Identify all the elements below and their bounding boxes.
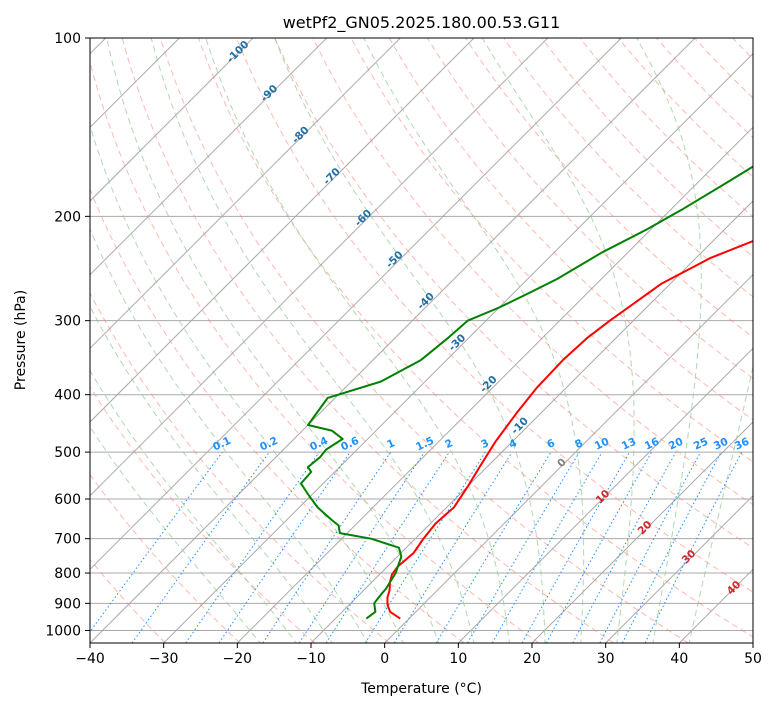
y-tick-label: 900 — [54, 596, 81, 612]
dry-adiabat — [388, 38, 753, 421]
axis-ticks: −40 −30 −20 −10 0 10 20 30 40 50 100 200 300 400 500 60… — [45, 31, 762, 667]
thermodynamic-background — [90, 38, 753, 643]
y-tick-label: 200 — [54, 209, 81, 225]
dry-adiabat — [90, 60, 540, 643]
mixing-ratio-line — [185, 451, 320, 643]
dry-adiabat — [503, 38, 753, 298]
dry-adiabat — [312, 38, 753, 506]
dewpoint-profile-line — [300, 165, 753, 620]
moist-adiabat — [481, 38, 635, 643]
isotherm-line — [90, 38, 696, 643]
mixing-ratio-label: 3 — [479, 437, 491, 451]
isotherm-line — [236, 126, 753, 643]
x-tick-label: 40 — [670, 651, 688, 667]
mixing-ratio-line — [435, 451, 552, 643]
mixing-ratio-line — [218, 451, 351, 643]
mixing-ratio-label: 2 — [443, 437, 455, 451]
isotherm-line — [163, 52, 753, 643]
dry-adiabat — [90, 187, 465, 643]
moist-adiabat — [106, 38, 440, 643]
y-axis-title: Pressure (hPa) — [13, 290, 29, 390]
x-tick-label: 0 — [380, 651, 389, 667]
x-tick-label: −40 — [75, 651, 105, 667]
chart-title: wetPf2_GN05.2025.180.00.53.G11 — [283, 13, 561, 33]
dry-adiabat — [274, 38, 753, 549]
x-tick-label: 20 — [523, 651, 541, 667]
mixing-ratio-line — [521, 451, 630, 643]
moist-adiabat — [688, 364, 753, 643]
y-tick-label: 300 — [54, 314, 81, 330]
mixing-ratio-label: 8 — [573, 437, 585, 451]
mixing-ratio-label: 4 — [507, 437, 519, 451]
profile-series — [300, 165, 753, 620]
mixing-ratio-line — [572, 451, 677, 643]
mixing-ratio-line — [131, 451, 270, 643]
mixing-ratio-label: 10 — [593, 436, 611, 453]
isotherm-line — [90, 38, 475, 423]
x-tick-label: −30 — [149, 651, 179, 667]
mixing-ratio-line — [325, 451, 450, 643]
mixing-ratio-label: 16 — [643, 436, 661, 453]
y-tick-label: 400 — [54, 388, 81, 404]
mixing-ratio-line — [491, 451, 603, 643]
mixing-ratio-line — [467, 451, 580, 643]
dry-adiabat — [159, 38, 689, 643]
mixing-ratio-label: 20 — [667, 436, 685, 453]
mixing-ratio-label: 36 — [733, 436, 751, 453]
plot-area — [90, 38, 753, 643]
isotherm-line — [90, 38, 622, 571]
plot-frame — [89, 37, 754, 644]
mixing-ratio-line — [393, 451, 513, 643]
isotherm-line — [531, 421, 753, 643]
mixing-ratio-label: 6 — [545, 437, 557, 451]
dry-adiabat — [90, 292, 390, 643]
mixing-ratio-line — [90, 451, 223, 633]
dry-adiabat — [121, 38, 614, 643]
isotherm-line — [90, 38, 549, 497]
y-tick-label: 100 — [54, 31, 81, 47]
mixing-ratio-label: 13 — [620, 436, 638, 453]
mixing-ratio-label: 30 — [712, 436, 730, 453]
moist-adiabat — [205, 38, 510, 643]
x-tick-label: 30 — [597, 651, 615, 667]
x-axis-title: Temperature (°C) — [360, 681, 482, 697]
dry-adiabat — [198, 38, 753, 638]
moist-adiabat — [90, 305, 333, 643]
y-tick-label: 800 — [54, 566, 81, 582]
isotherm-line — [90, 38, 254, 202]
mixing-ratio-label: 1 — [385, 437, 397, 451]
mixing-ratio-line — [364, 451, 486, 643]
x-tick-label: 50 — [744, 651, 762, 667]
isotherm-line — [90, 38, 328, 276]
y-tick-label: 600 — [54, 492, 81, 508]
y-tick-label: 500 — [54, 445, 81, 461]
x-tick-label: −10 — [296, 651, 326, 667]
y-tick-label: 700 — [54, 532, 81, 548]
moist-adiabat — [90, 425, 261, 643]
mixing-ratio-line — [545, 451, 653, 643]
y-tick-label: 1000 — [45, 623, 81, 639]
mixing-ratio-label: 25 — [692, 436, 710, 453]
moist-adiabat — [90, 227, 369, 643]
dry-adiabat — [617, 38, 753, 178]
x-tick-label: −20 — [223, 651, 253, 667]
isotherm-line — [384, 273, 753, 643]
isotherm-line — [605, 494, 753, 643]
moist-adiabat — [636, 38, 702, 643]
isotherm-line — [90, 38, 401, 350]
moist-adiabat — [90, 369, 297, 643]
moist-adiabat — [150, 38, 475, 643]
dry-adiabat — [236, 38, 753, 593]
dry-adiabat — [426, 38, 753, 379]
moist-adiabat — [363, 38, 585, 643]
dry-adiabat — [90, 385, 316, 643]
isotherm-line — [310, 200, 753, 643]
isotherm-line — [457, 347, 753, 643]
x-tick-label: 10 — [449, 651, 467, 667]
